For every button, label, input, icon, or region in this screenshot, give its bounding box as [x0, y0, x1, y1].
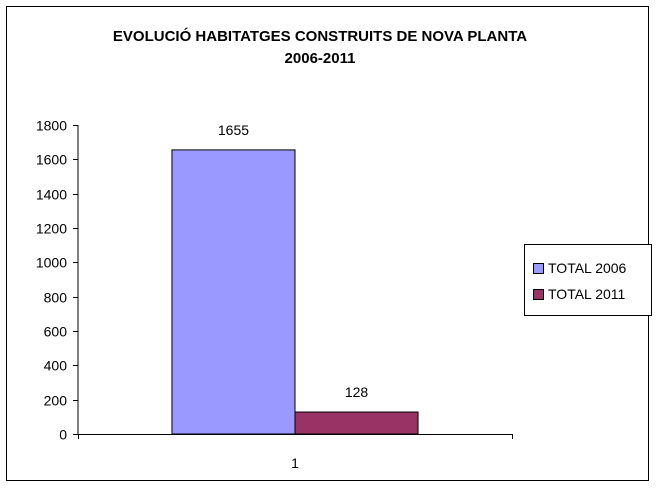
data-label-total-2011: 128	[345, 384, 369, 400]
bars	[171, 149, 419, 435]
legend-item-total-2011: TOTAL 2011	[533, 281, 651, 307]
legend-label-total-2006: TOTAL 2006	[548, 260, 627, 276]
chart-title-line-1: EVOLUCIÓ HABITATGES CONSTRUITS DE NOVA P…	[112, 28, 528, 45]
y-tick-label: 600	[44, 324, 68, 340]
y-tick-label: 1200	[36, 221, 67, 237]
chart-title-line-2: 2006-2011	[284, 50, 356, 67]
y-tick-label: 800	[44, 290, 68, 306]
chart-frame	[6, 6, 649, 481]
legend-label-total-2011: TOTAL 2011	[548, 286, 626, 302]
bar-total-2006	[171, 149, 296, 435]
y-tick-label: 1800	[36, 118, 67, 134]
y-tick-label: 200	[44, 393, 68, 409]
y-tick-label: 0	[59, 427, 67, 443]
x-axis: 1	[78, 434, 513, 471]
y-tick-label: 1000	[36, 255, 67, 271]
bar-total-2011	[294, 411, 419, 435]
legend-swatch-total-2011	[533, 288, 544, 300]
y-tick-label: 1400	[36, 187, 67, 203]
chart-legend: TOTAL 2006 TOTAL 2011	[524, 244, 652, 316]
chart-title: EVOLUCIÓ HABITATGES CONSTRUITS DE NOVA P…	[0, 26, 640, 70]
data-labels: 1655 128	[218, 122, 369, 400]
y-axis: 0 200 400 600 800 1000 1200 1400 1600 1800	[36, 118, 79, 443]
data-label-total-2006: 1655	[218, 122, 249, 138]
y-tick-label: 400	[44, 358, 68, 374]
legend-swatch-total-2006	[533, 262, 544, 274]
legend-item-total-2006: TOTAL 2006	[533, 255, 651, 281]
y-tick-label: 1600	[36, 152, 67, 168]
x-tick-label: 1	[291, 455, 299, 471]
